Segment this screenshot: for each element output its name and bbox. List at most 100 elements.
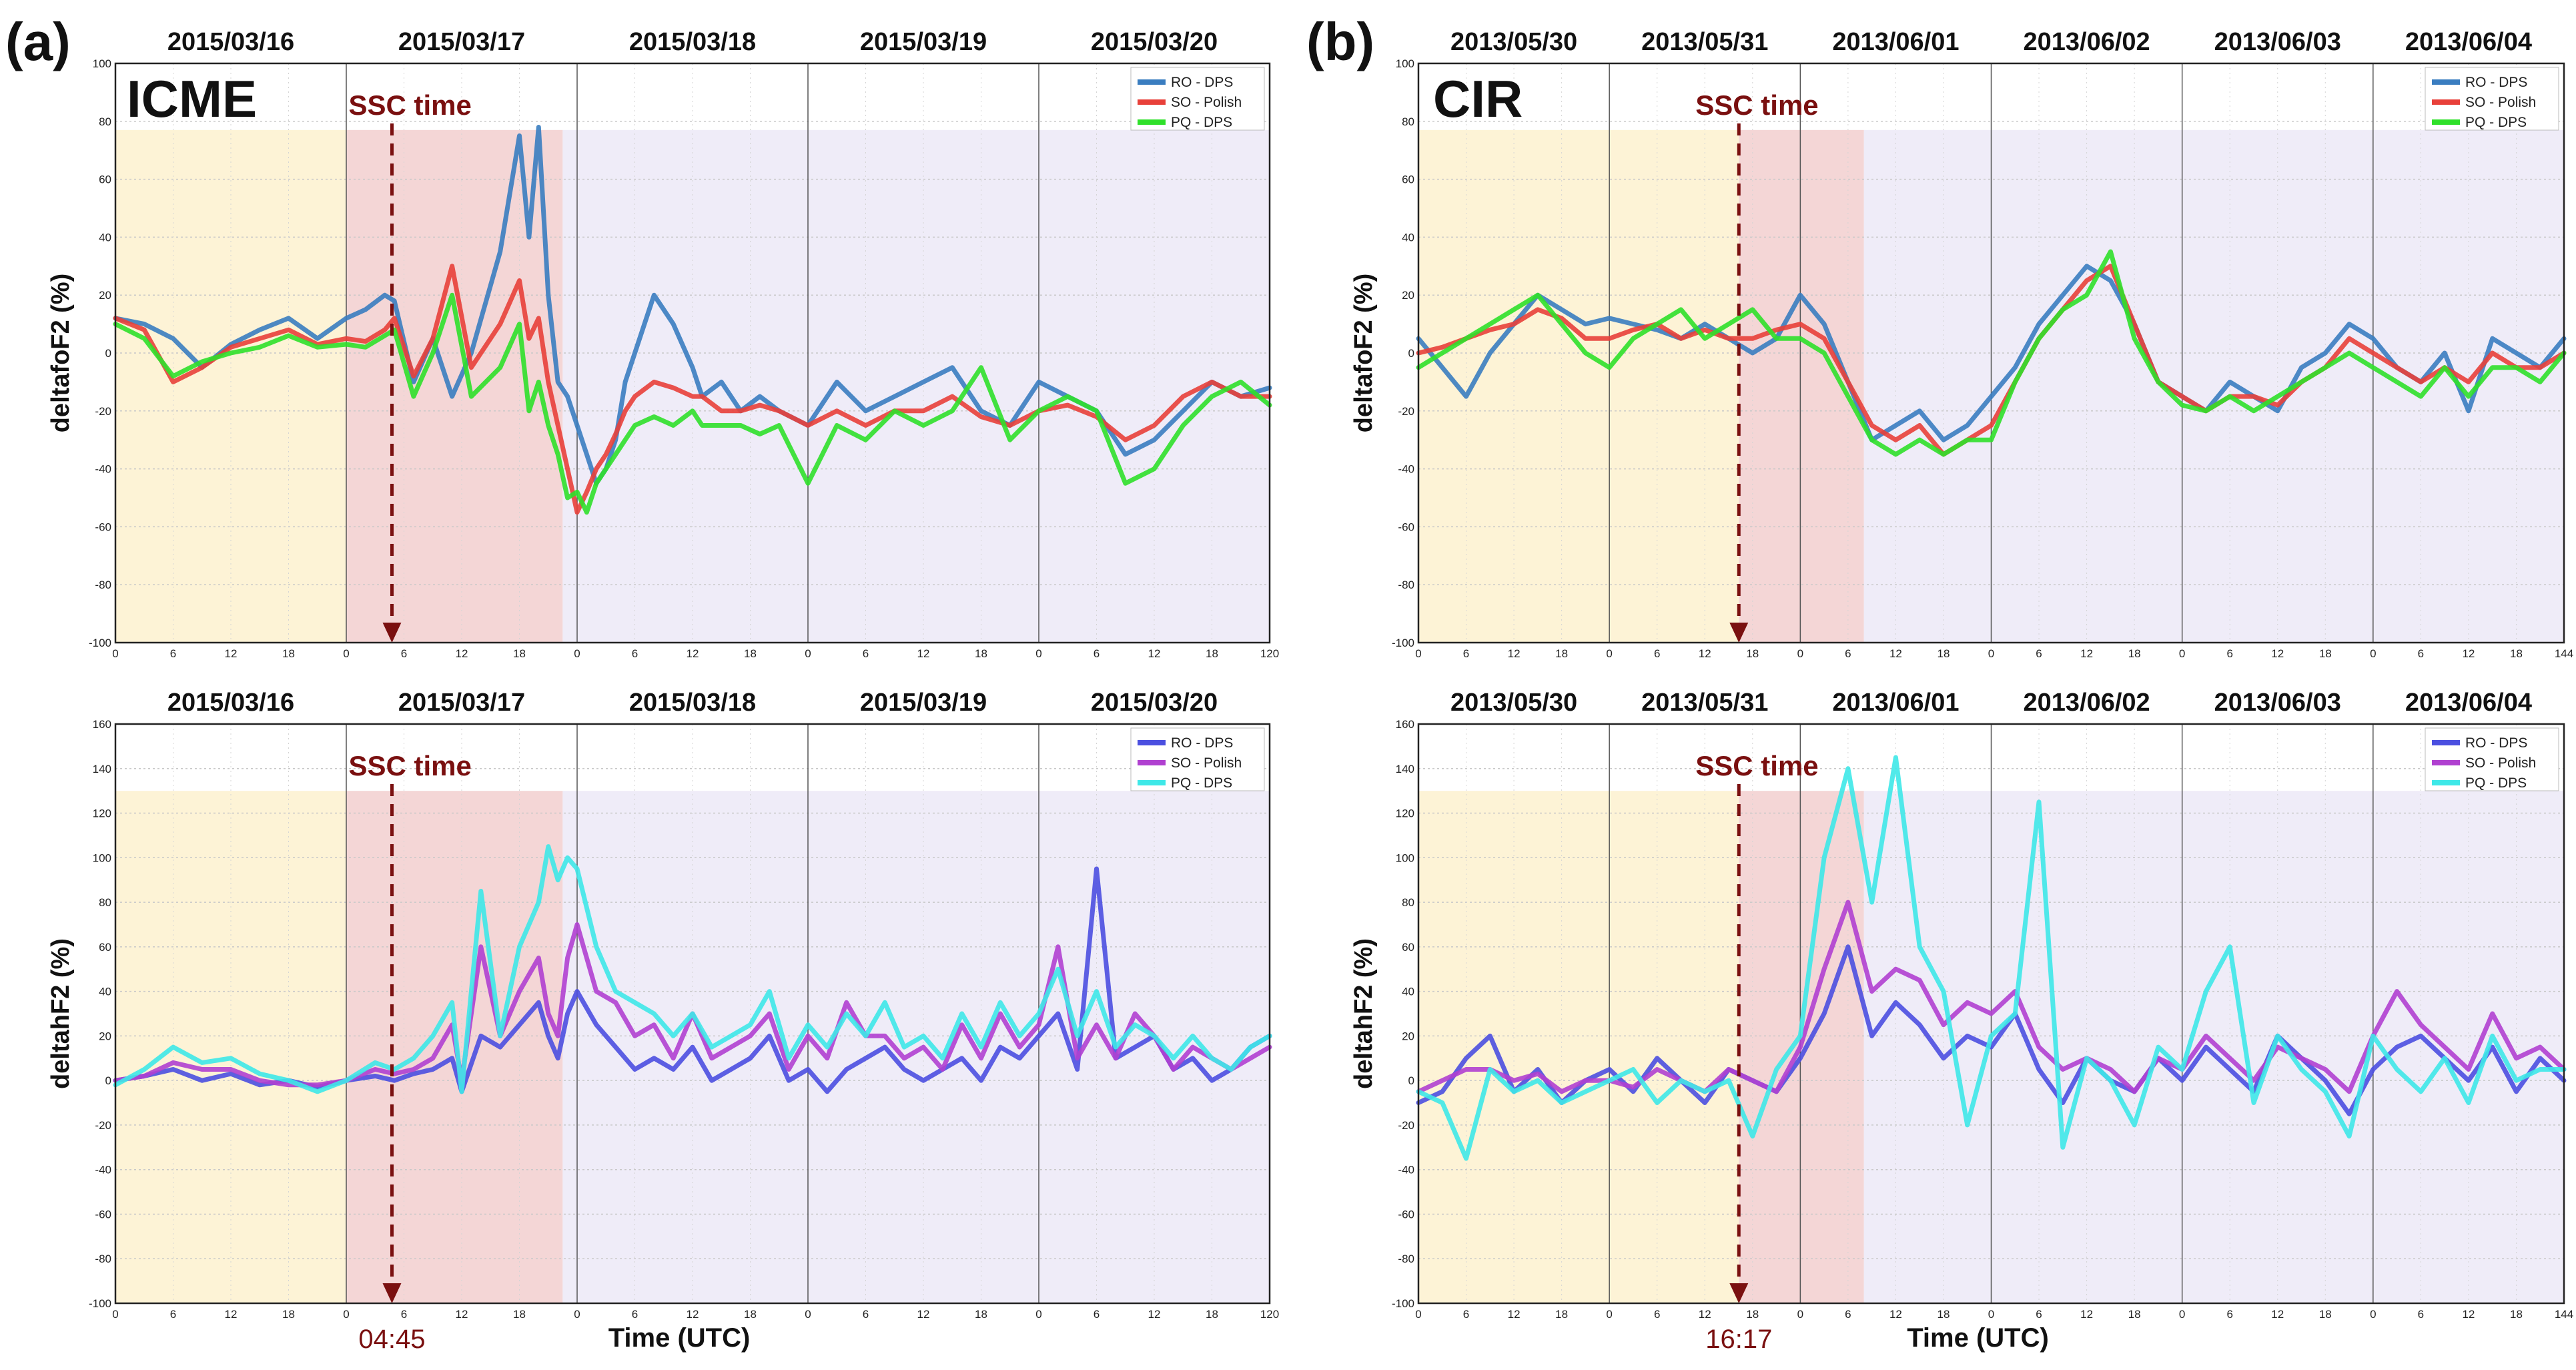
date-label: 2013/05/30 — [1450, 28, 1577, 56]
plot-frame — [114, 723, 1271, 1305]
legend-label: PQ - DPS — [1171, 775, 1232, 791]
x-tick-label: 6 — [170, 647, 176, 660]
x-tick-label: 12 — [1699, 1308, 1711, 1321]
y-tick-label: 120 — [1396, 807, 1414, 820]
x-tick-label: 18 — [1937, 647, 1950, 660]
y-tick-label: 80 — [99, 896, 111, 909]
date-label: 2013/06/01 — [1832, 28, 1959, 56]
x-tick-label: 12 — [917, 647, 930, 660]
x-tick-label: 12 — [1889, 647, 1902, 660]
x-tick-label: 18 — [282, 1308, 295, 1321]
y-tick-label: 0 — [1408, 347, 1414, 360]
y-axis-title: deltafoF2 (%) — [1350, 274, 1378, 433]
ssc-arrow-head — [382, 1283, 402, 1303]
shading-storm — [1739, 129, 1864, 643]
x-tick-label: 6 — [863, 647, 869, 660]
x-tick-label: 0 — [1035, 647, 1041, 660]
y-tick-label: -40 — [95, 463, 111, 476]
legend: RO - DPS SO - Polish PQ - DPS — [2425, 727, 2559, 791]
x-tick-label: 0 — [112, 647, 118, 660]
date-label: 2013/05/30 — [1450, 689, 1577, 717]
x-axis-title: Time (UTC) — [608, 1323, 751, 1353]
plot-frame — [114, 62, 1271, 644]
date-label: 2015/03/20 — [1091, 28, 1218, 56]
series-line — [113, 844, 1272, 1094]
x-tick-label: 12 — [917, 1308, 930, 1321]
y-tick-label: -60 — [1398, 1208, 1414, 1221]
y-tick-label: 60 — [1402, 941, 1414, 954]
legend-label: SO - Polish — [2465, 95, 2536, 110]
series-line — [1416, 755, 2567, 1161]
ssc-label: SSC time — [1695, 89, 1818, 121]
x-tick-label: 12 — [1148, 1308, 1161, 1321]
x-tick-label: 18 — [513, 1308, 526, 1321]
y-axis-title: deltahF2 (%) — [47, 938, 75, 1089]
date-label: 2015/03/18 — [629, 28, 756, 56]
x-tick-label: 18 — [2510, 1308, 2523, 1321]
y-tick-label: 0 — [105, 347, 111, 360]
date-label: 2013/06/04 — [2405, 689, 2532, 717]
legend-label: PQ - DPS — [1171, 115, 1232, 130]
x-tick-label: 120 — [1260, 647, 1279, 660]
y-tick-label: -80 — [95, 1253, 111, 1265]
x-axis-title: Time (UTC) — [1907, 1323, 2049, 1353]
y-tick-label: 40 — [99, 986, 111, 998]
series-line — [113, 264, 1272, 515]
x-tick-label: 6 — [1094, 647, 1100, 660]
x-tick-label: 6 — [863, 1308, 869, 1321]
y-tick-label: 140 — [1396, 763, 1414, 775]
y-tick-label: -80 — [1398, 579, 1414, 591]
x-tick-label: 0 — [574, 1308, 580, 1321]
x-tick-label: 0 — [1415, 1308, 1421, 1321]
date-label: 2015/03/18 — [629, 689, 756, 717]
x-tick-label: 18 — [2319, 647, 2332, 660]
x-tick-label: 18 — [1937, 1308, 1950, 1321]
series-line — [113, 922, 1272, 1088]
x-tick-label: 120 — [1260, 1308, 1279, 1321]
x-tick-label: 12 — [2080, 1308, 2093, 1321]
date-label: 2013/06/01 — [1832, 689, 1959, 717]
y-tick-label: 80 — [99, 115, 111, 128]
y-tick-label: 100 — [93, 851, 111, 864]
x-tick-label: 18 — [2319, 1308, 2332, 1321]
x-tick-label: 18 — [2510, 647, 2523, 660]
panel-a-label: (a) — [5, 12, 71, 71]
x-tick-label: 18 — [1206, 1308, 1218, 1321]
x-tick-label: 6 — [1654, 647, 1660, 660]
legend-label: RO - DPS — [2465, 75, 2527, 90]
y-tick-label: 40 — [99, 231, 111, 244]
date-label: 2013/06/03 — [2214, 28, 2341, 56]
y-tick-label: 40 — [1402, 986, 1414, 998]
date-label: 2015/03/19 — [860, 689, 987, 717]
y-tick-label: 40 — [1402, 231, 1414, 244]
y-tick-label: 80 — [1402, 896, 1414, 909]
ssc-time-b: 16:17 — [1705, 1325, 1772, 1354]
series-line — [113, 292, 1272, 515]
y-tick-label: -40 — [1398, 1164, 1414, 1176]
y-tick-label: -20 — [95, 1119, 111, 1132]
y-tick-label: 20 — [99, 1030, 111, 1042]
x-tick-label: 18 — [1746, 1308, 1759, 1321]
legend-label: SO - Polish — [1171, 95, 1242, 110]
y-tick-label: -20 — [95, 405, 111, 418]
y-tick-label: 20 — [99, 289, 111, 302]
date-label: 2015/03/19 — [860, 28, 987, 56]
x-tick-label: 12 — [2080, 647, 2093, 660]
x-tick-label: 0 — [2370, 1308, 2376, 1321]
x-tick-label: 12 — [2271, 1308, 2284, 1321]
x-tick-label: 6 — [1094, 1308, 1100, 1321]
series-line — [1416, 264, 2567, 442]
x-tick-label: 18 — [2128, 647, 2141, 660]
x-tick-label: 18 — [744, 1308, 757, 1321]
x-tick-label: 18 — [2128, 1308, 2141, 1321]
x-tick-label: 12 — [1508, 647, 1521, 660]
x-tick-label: 12 — [225, 1308, 238, 1321]
date-label: 2013/05/31 — [1641, 689, 1768, 717]
plot-frame — [1417, 723, 2565, 1305]
x-tick-label: 18 — [282, 647, 295, 660]
x-tick-label: 6 — [401, 1308, 407, 1321]
legend-label: PQ - DPS — [2465, 775, 2527, 791]
y-tick-label: 120 — [93, 807, 111, 820]
